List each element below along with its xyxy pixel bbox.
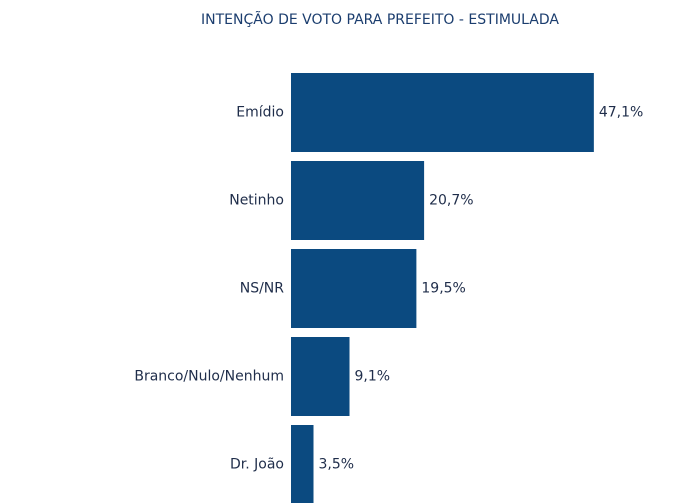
category-label: Dr. João xyxy=(230,457,284,473)
bar xyxy=(291,425,314,503)
value-label: 9,1% xyxy=(355,369,391,385)
value-label: 47,1% xyxy=(599,105,643,121)
bar xyxy=(291,249,417,328)
category-label: NS/NR xyxy=(240,281,285,297)
bar xyxy=(291,73,594,152)
category-label: Netinho xyxy=(229,193,284,209)
bar xyxy=(291,161,425,240)
value-label: 3,5% xyxy=(319,457,355,473)
chart-title: INTENÇÃO DE VOTO PARA PREFEITO - ESTIMUL… xyxy=(201,11,559,28)
category-label: Emídio xyxy=(236,105,284,121)
value-label: 19,5% xyxy=(421,281,465,297)
category-label: Branco/Nulo/Nenhum xyxy=(134,369,284,385)
bar xyxy=(291,337,350,416)
value-label: 20,7% xyxy=(429,193,473,209)
